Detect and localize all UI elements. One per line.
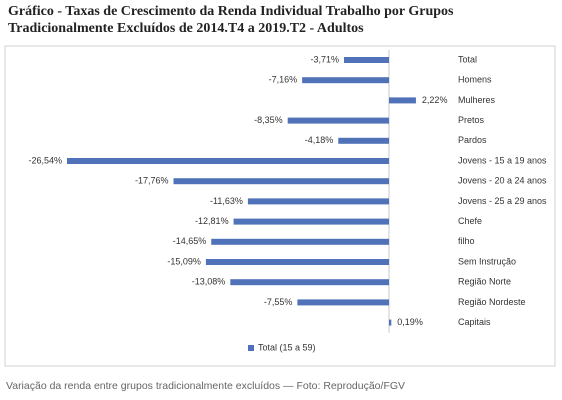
bar bbox=[67, 158, 389, 164]
category-label: Jovens - 15 a 19 anos bbox=[458, 155, 547, 165]
category-label: Mulheres bbox=[458, 95, 496, 105]
bar bbox=[287, 117, 389, 124]
category-label: Região Nordeste bbox=[458, 297, 526, 307]
caption: Variação da renda entre grupos tradicion… bbox=[6, 380, 405, 392]
value-label: -8,35% bbox=[254, 115, 283, 125]
bar bbox=[389, 319, 392, 326]
category-label: Chefe bbox=[458, 216, 482, 226]
value-label: -3,71% bbox=[310, 54, 339, 64]
bar bbox=[338, 137, 389, 144]
bar bbox=[343, 57, 389, 63]
value-label: -13,08% bbox=[192, 277, 226, 287]
category-label: filho bbox=[458, 236, 475, 246]
bar bbox=[211, 238, 389, 245]
category-label: Jovens - 20 a 24 anos bbox=[458, 176, 547, 186]
value-label: -17,76% bbox=[135, 176, 169, 186]
category-label: Capitais bbox=[458, 317, 491, 327]
category-label: Sem Instrução bbox=[458, 256, 516, 266]
bar bbox=[205, 259, 389, 265]
bar bbox=[297, 299, 389, 306]
value-label: -15,09% bbox=[167, 256, 201, 266]
category-label: Homens bbox=[458, 75, 492, 85]
value-label: -7,55% bbox=[264, 297, 293, 307]
bar bbox=[302, 77, 389, 84]
value-label: 0,19% bbox=[397, 317, 423, 327]
bar bbox=[389, 97, 416, 104]
value-label: -12,81% bbox=[195, 216, 229, 226]
category-label: Região Norte bbox=[458, 277, 511, 287]
bar bbox=[247, 198, 389, 205]
value-label: 2,22% bbox=[422, 95, 448, 105]
bar bbox=[233, 218, 389, 225]
legend-label: Total (15 a 59) bbox=[258, 342, 316, 352]
category-label: Pretos bbox=[458, 115, 485, 125]
value-label: -4,18% bbox=[305, 135, 334, 145]
chart-title: Gráfico - Taxas de Crescimento da Renda … bbox=[8, 4, 454, 19]
value-label: -14,65% bbox=[173, 236, 207, 246]
chart-frame bbox=[4, 45, 556, 367]
value-label: -7,16% bbox=[269, 75, 298, 85]
category-label: Jovens - 25 a 29 anos bbox=[458, 196, 547, 206]
bar bbox=[173, 178, 389, 185]
chart-title: Tradicionalmente Excluídos de 2014.T4 a … bbox=[8, 21, 364, 36]
category-label: Pardos bbox=[458, 135, 487, 145]
value-label: -26,54% bbox=[28, 155, 62, 165]
value-label: -11,63% bbox=[210, 196, 243, 206]
category-label: Total bbox=[458, 54, 477, 64]
bar bbox=[230, 279, 389, 286]
legend-swatch bbox=[248, 345, 254, 351]
